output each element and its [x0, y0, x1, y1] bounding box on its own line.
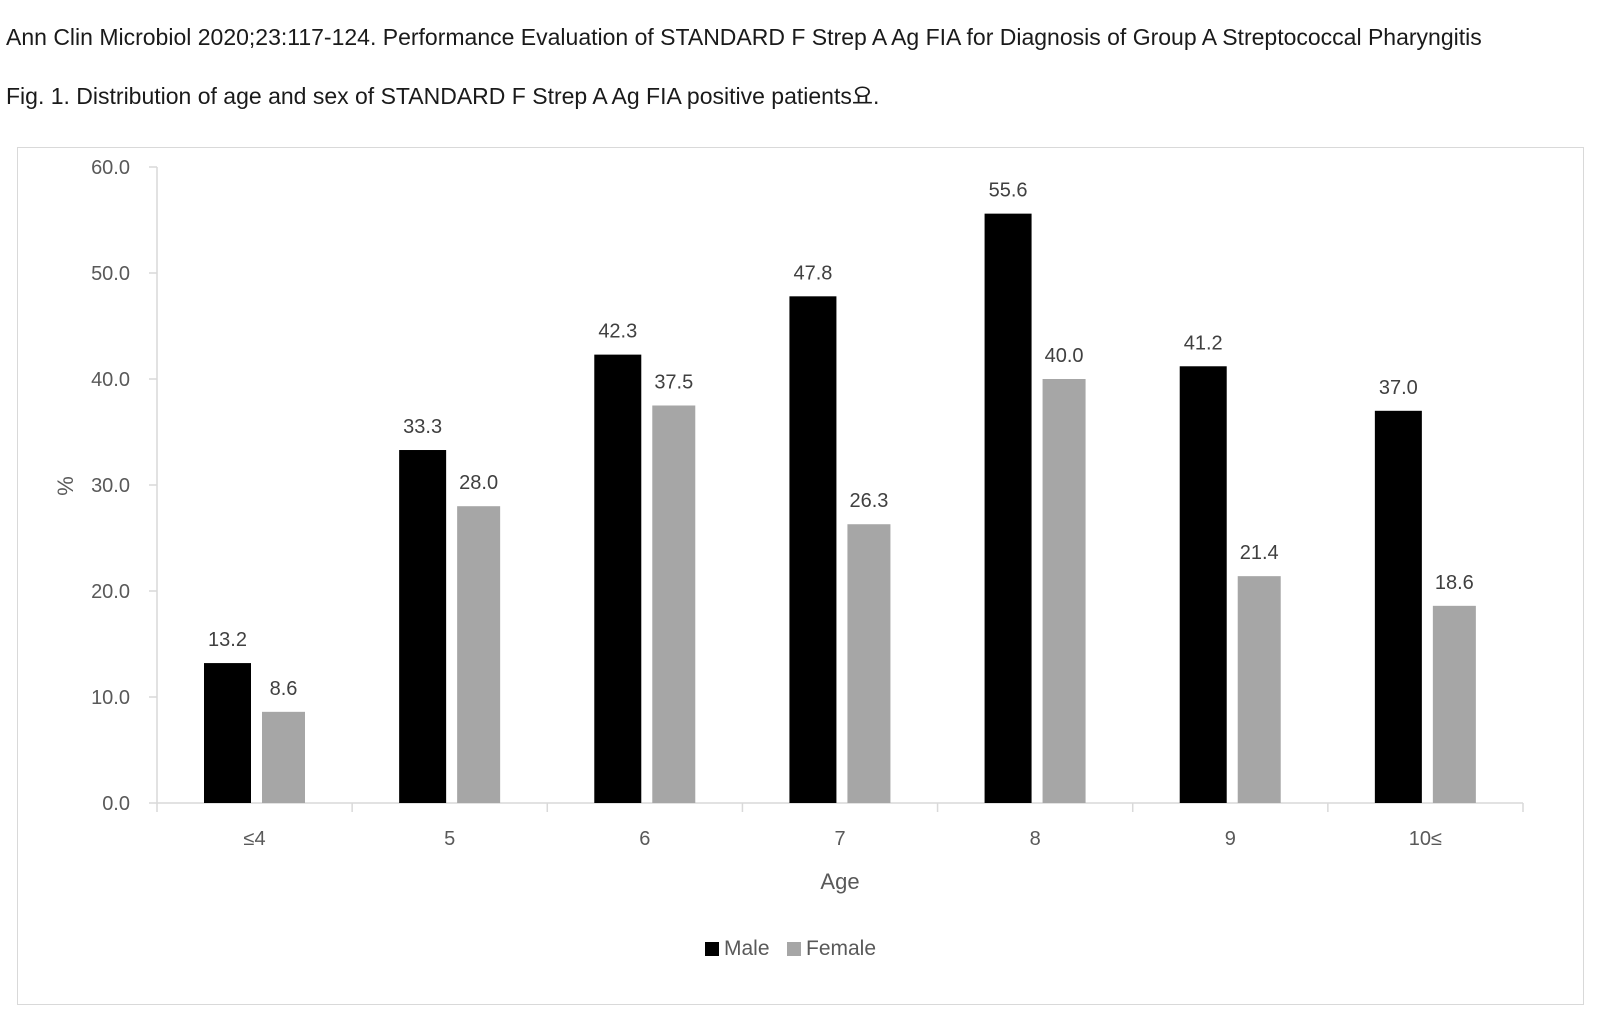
x-tick-label: ≤4: [244, 828, 266, 850]
bar-male-4: [984, 213, 1032, 803]
y-tick-label: 50.0: [91, 263, 130, 285]
bar-female-6: [1432, 605, 1476, 803]
data-label: 28.0: [459, 472, 498, 494]
data-label: 47.8: [793, 262, 832, 284]
bar-female-0: [262, 711, 305, 803]
bar-male-3: [789, 296, 837, 803]
data-label: 37.5: [654, 372, 693, 394]
data-label: 40.0: [1045, 345, 1084, 367]
data-label: 41.2: [1184, 332, 1223, 354]
legend-label-male: Male: [724, 937, 770, 960]
chart-frame: [17, 147, 1584, 1005]
bar-female-4: [1042, 379, 1086, 803]
y-tick-label: 0.0: [102, 793, 130, 815]
data-label: 13.2: [208, 629, 247, 651]
figure-caption: Fig. 1. Distribution of age and sex of S…: [6, 83, 880, 109]
legend-swatch-male: [705, 942, 719, 956]
bar-male-2: [594, 354, 642, 803]
x-axis-title: Age: [820, 869, 859, 894]
x-tick-label: 5: [444, 828, 455, 850]
x-tick-label: 7: [834, 828, 845, 850]
bar-male-6: [1374, 410, 1422, 803]
legend-label-female: Female: [806, 937, 876, 960]
y-tick-label: 10.0: [91, 687, 130, 709]
bar-female-1: [457, 506, 501, 803]
data-label: 26.3: [849, 490, 888, 512]
citation-text: Ann Clin Microbiol 2020;23:117-124. Perf…: [6, 24, 1482, 50]
bar-female-3: [847, 524, 891, 803]
bar-male-1: [399, 450, 447, 803]
data-label: 37.0: [1379, 377, 1418, 399]
data-label: 42.3: [598, 321, 637, 343]
x-tick-label: 9: [1225, 828, 1236, 850]
bar-female-2: [652, 405, 696, 803]
data-label: 18.6: [1435, 572, 1474, 594]
y-tick-label: 60.0: [91, 157, 130, 179]
y-tick-label: 20.0: [91, 581, 130, 603]
x-tick-label: 6: [639, 828, 650, 850]
x-tick-label: 8: [1030, 828, 1041, 850]
y-tick-label: 30.0: [91, 475, 130, 497]
data-label: 8.6: [270, 678, 298, 700]
data-label: 33.3: [403, 416, 442, 438]
data-label: 55.6: [989, 180, 1028, 202]
data-label: 21.4: [1240, 542, 1279, 564]
bar-female-5: [1237, 576, 1281, 803]
y-tick-label: 40.0: [91, 369, 130, 391]
bar-male-0: [204, 663, 251, 803]
legend-swatch-female: [787, 942, 801, 956]
bar-male-5: [1179, 366, 1227, 803]
y-axis-title: %: [53, 476, 78, 496]
x-tick-label: 10≤: [1409, 828, 1442, 850]
